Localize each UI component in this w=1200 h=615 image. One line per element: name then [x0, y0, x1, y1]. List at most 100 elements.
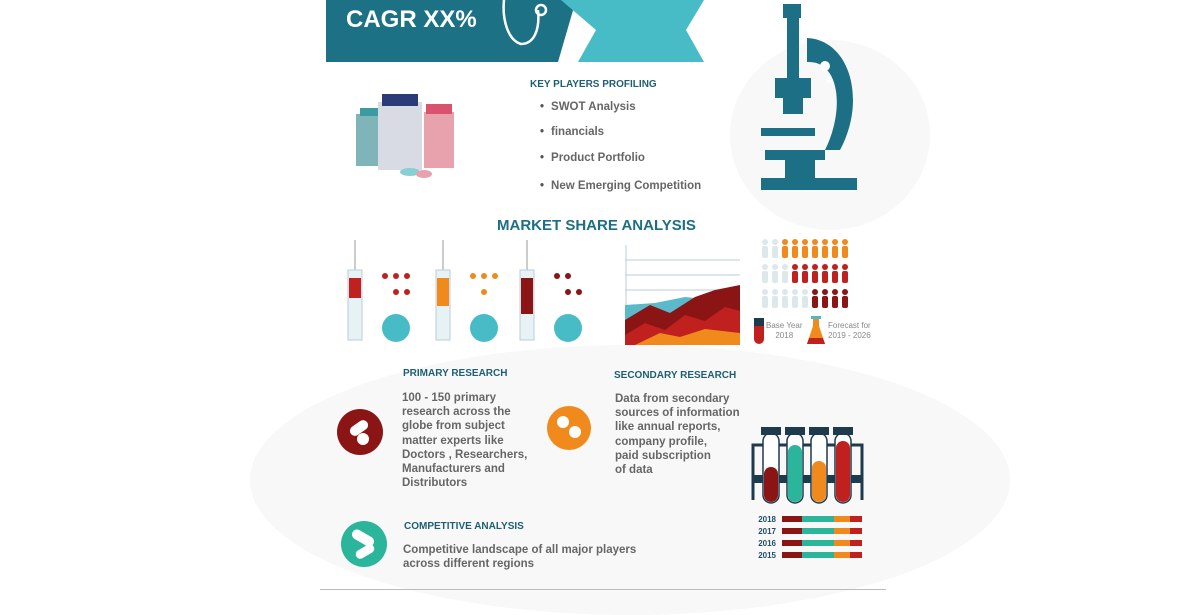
secondary-research-text: Data from secondary sources of informatio… [615, 392, 740, 477]
test-tube-icon [754, 318, 764, 344]
person-icon [822, 289, 828, 308]
text-line: company profile, [615, 435, 708, 448]
year-bar-segment [782, 552, 802, 558]
text-line: Doctors , Researchers, [402, 448, 528, 461]
year-bar-segment [782, 540, 802, 546]
syringes-illustration [347, 240, 582, 342]
person-icon [842, 264, 848, 283]
year-bar-segment [802, 552, 834, 558]
person-icon [762, 289, 768, 308]
people-icons-graphic [762, 239, 848, 308]
text-line: globe from subject [402, 420, 505, 433]
competitive-analysis-text: Competitive landscape of all major playe… [403, 543, 636, 571]
year-bar-segment [834, 516, 850, 522]
person-icon [802, 264, 808, 283]
secondary-research-heading: SECONDARY RESEARCH [614, 370, 737, 381]
person-icon [802, 289, 808, 308]
text-line: Manufacturers and [402, 463, 505, 476]
year-bar [782, 528, 862, 534]
person-icon [772, 239, 778, 258]
competitive-analysis-heading: COMPETITIVE ANALYSIS [404, 521, 524, 532]
text-line: Competitive landscape of all major playe… [403, 544, 637, 556]
medicine-bottles-icon [356, 94, 454, 178]
text-line: across different regions [403, 558, 535, 571]
year-bar-segment [850, 516, 862, 522]
key-player-item: New Emerging Competition [540, 180, 701, 192]
banner-shape [326, 0, 704, 62]
year-label: 2017 [758, 526, 776, 536]
year-bar-segment [782, 516, 802, 522]
year-label: 2018 [758, 514, 776, 524]
year-bars: 2018 2017 2016 2015 [752, 513, 862, 561]
person-icon [832, 289, 838, 308]
text-line: of data [615, 464, 653, 477]
year-bar-segment [850, 528, 862, 534]
market-share-heading: MARKET SHARE ANALYSIS [497, 217, 696, 234]
person-icon [782, 289, 788, 308]
year-row: 2016 [752, 537, 862, 549]
year-bar-segment [834, 528, 850, 534]
year-bar-segment [802, 516, 834, 522]
year-label: 2015 [758, 550, 776, 560]
person-icon [842, 289, 848, 308]
person-icon [812, 289, 818, 308]
person-icon [832, 239, 838, 258]
person-icon [792, 239, 798, 258]
stethoscope-icon [502, 0, 548, 46]
person-icon [812, 239, 818, 258]
year-row: 2015 [752, 549, 862, 561]
year-bar [782, 552, 862, 558]
text-line: like annual reports, [615, 421, 721, 434]
text-line: 100 - 150 primary [402, 392, 496, 404]
area-chart-graphic [625, 245, 740, 345]
year-bar-segment [850, 540, 862, 546]
key-player-item: Product Portfolio [540, 152, 645, 164]
person-icon [792, 289, 798, 308]
key-player-item: financials [540, 126, 604, 138]
syringe-icon [519, 240, 582, 342]
flask-icon [807, 316, 825, 344]
test-tube-rack-icon [751, 427, 864, 504]
year-label: 2016 [758, 538, 776, 548]
text-line: sources of information [615, 407, 740, 420]
base-year-legend: Base Year 2018 [766, 321, 802, 341]
primary-research-text: 100 - 150 primary research across the glob… [402, 391, 527, 490]
person-icon [762, 239, 768, 258]
person-icon [772, 264, 778, 283]
syringe-icon [435, 240, 498, 342]
forecast-legend: Forecast for 2019 - 2026 [828, 321, 871, 341]
year-bar [782, 540, 862, 546]
person-icon [772, 289, 778, 308]
microscope-icon [761, 4, 857, 190]
text-line: Distributors [402, 477, 468, 490]
person-icon [832, 264, 838, 283]
bottom-divider [320, 589, 886, 590]
pills-icon [337, 409, 383, 455]
person-icon [762, 264, 768, 283]
person-icon [782, 239, 788, 258]
year-bar-segment [782, 528, 802, 534]
cagr-title: CAGR XX% [346, 6, 477, 33]
year-bar-segment [802, 540, 834, 546]
capsules-icon [341, 521, 387, 567]
year-bar-segment [850, 552, 862, 558]
person-icon [782, 264, 788, 283]
syringe-icon [347, 240, 410, 342]
person-icon [842, 239, 848, 258]
year-bar-segment [802, 528, 834, 534]
year-row: 2018 [752, 513, 862, 525]
person-icon [812, 264, 818, 283]
cagr-banner: CAGR XX% [326, 0, 706, 62]
base-year-label: Base Year [766, 321, 803, 330]
year-row: 2017 [752, 525, 862, 537]
text-line: paid subscription [615, 449, 711, 462]
person-icon [822, 239, 828, 258]
key-player-item: SWOT Analysis [540, 101, 636, 113]
year-bar-segment [834, 552, 850, 558]
tablets-icon [547, 406, 591, 450]
text-line: research across the [402, 406, 511, 419]
forecast-value: 2019 - 2026 [828, 331, 871, 340]
person-icon [792, 264, 798, 283]
background-blob [250, 345, 1010, 615]
year-bar [782, 516, 862, 522]
